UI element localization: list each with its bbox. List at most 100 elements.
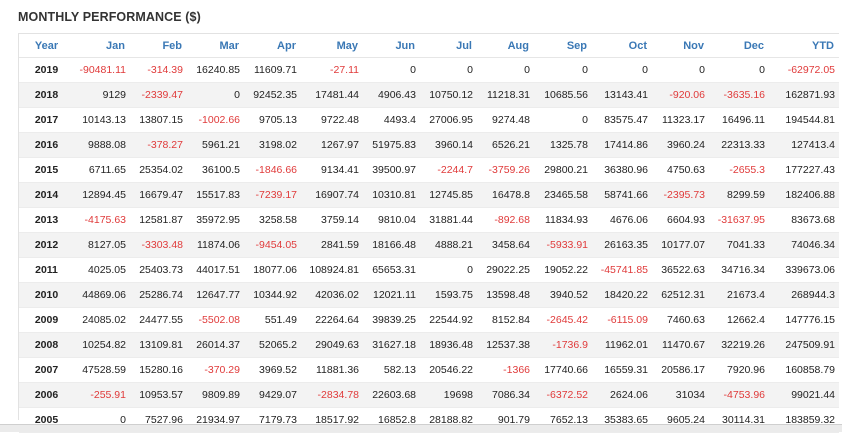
year-cell: 2019	[19, 57, 74, 83]
month-value-cell: 3969.52	[244, 357, 301, 383]
month-value-cell: -3635.16	[709, 82, 769, 108]
month-value-cell: 4493.4	[363, 107, 420, 133]
month-value-cell: 52065.2	[244, 332, 301, 358]
month-value-cell: 35972.95	[187, 207, 244, 233]
month-value-cell: 6604.93	[652, 207, 709, 233]
month-value-cell: -370.29	[187, 357, 244, 383]
column-header-jul: Jul	[420, 34, 477, 58]
month-value-cell: 24085.02	[74, 307, 130, 333]
month-value-cell: 51975.83	[363, 132, 420, 158]
month-value-cell: -5933.91	[534, 232, 592, 258]
month-value-cell: 7460.63	[652, 307, 709, 333]
month-value-cell: 10685.56	[534, 82, 592, 108]
column-header-ytd: YTD	[769, 34, 839, 58]
month-value-cell: 16907.74	[301, 182, 363, 208]
month-value-cell: 10344.92	[244, 282, 301, 308]
year-cell: 2011	[19, 257, 74, 283]
ytd-cell: 83673.68	[769, 207, 839, 233]
month-value-cell: 3458.64	[477, 232, 534, 258]
table-row: 2010 44869.06 25286.74 12647.77 10344.92 4203…	[19, 282, 839, 308]
month-value-cell: 11834.93	[534, 207, 592, 233]
month-value-cell: 8127.05	[74, 232, 130, 258]
month-value-cell: -7239.17	[244, 182, 301, 208]
ytd-cell: 162871.93	[769, 82, 839, 108]
month-value-cell: 24477.55	[130, 307, 187, 333]
month-value-cell: 29049.63	[301, 332, 363, 358]
month-value-cell: 16478.8	[477, 182, 534, 208]
month-value-cell: 15280.16	[130, 357, 187, 383]
month-value-cell: 16559.31	[592, 357, 652, 383]
month-value-cell: 3258.58	[244, 207, 301, 233]
ytd-cell: 339673.06	[769, 257, 839, 283]
month-value-cell: 18077.06	[244, 257, 301, 283]
month-value-cell: 5961.21	[187, 132, 244, 158]
month-value-cell: 20546.22	[420, 357, 477, 383]
month-value-cell: 21673.4	[709, 282, 769, 308]
page-title: MONTHLY PERFORMANCE ($)	[18, 10, 201, 24]
month-value-cell: 19052.22	[534, 257, 592, 283]
month-value-cell: -2655.3	[709, 157, 769, 183]
month-value-cell: 18166.48	[363, 232, 420, 258]
month-value-cell: 44869.06	[74, 282, 130, 308]
month-value-cell: 19698	[420, 382, 477, 408]
column-header-oct: Oct	[592, 34, 652, 58]
month-value-cell: 0	[709, 57, 769, 83]
ytd-cell: 127413.4	[769, 132, 839, 158]
month-value-cell: -90481.11	[74, 57, 130, 83]
table-row: 2016 9888.08 -378.27 5961.21 3198.02 1267.97 5…	[19, 132, 839, 158]
month-value-cell: 10750.12	[420, 82, 477, 108]
month-value-cell: 22544.92	[420, 307, 477, 333]
month-value-cell: 20586.17	[652, 357, 709, 383]
month-value-cell: 16679.47	[130, 182, 187, 208]
month-value-cell: 3960.14	[420, 132, 477, 158]
ytd-cell: 177227.43	[769, 157, 839, 183]
month-value-cell: 44017.51	[187, 257, 244, 283]
column-header-jun: Jun	[363, 34, 420, 58]
ytd-cell: 182406.88	[769, 182, 839, 208]
table-row: 2009 24085.02 24477.55 -5502.08 551.49 22264.…	[19, 307, 839, 333]
month-value-cell: 12745.85	[420, 182, 477, 208]
month-value-cell: 10177.07	[652, 232, 709, 258]
bottom-divider	[0, 424, 842, 432]
month-value-cell: -4753.96	[709, 382, 769, 408]
table-row: 2018 9129 -2339.47 0 92452.35 17481.44 4906.43…	[19, 82, 839, 108]
month-value-cell: 4025.05	[74, 257, 130, 283]
column-header-apr: Apr	[244, 34, 301, 58]
table-row: 2014 12894.45 16679.47 15517.83 -7239.17 1690…	[19, 182, 839, 208]
month-value-cell: 31881.44	[420, 207, 477, 233]
month-value-cell: 11962.01	[592, 332, 652, 358]
month-value-cell: -6115.09	[592, 307, 652, 333]
month-value-cell: 29800.21	[534, 157, 592, 183]
month-value-cell: 31034	[652, 382, 709, 408]
monthly-performance-table: Year Jan Feb Mar Apr May Jun Jul Aug Sep Oct Nov Dec…	[19, 34, 839, 433]
month-value-cell: 4888.21	[420, 232, 477, 258]
month-value-cell: -27.11	[301, 57, 363, 83]
month-value-cell: 18936.48	[420, 332, 477, 358]
month-value-cell: 4906.43	[363, 82, 420, 108]
year-cell: 2009	[19, 307, 74, 333]
month-value-cell: 582.13	[363, 357, 420, 383]
month-value-cell: 11881.36	[301, 357, 363, 383]
month-value-cell: 13598.48	[477, 282, 534, 308]
month-value-cell: 11470.67	[652, 332, 709, 358]
month-value-cell: 26163.35	[592, 232, 652, 258]
column-header-nov: Nov	[652, 34, 709, 58]
month-value-cell: -9454.05	[244, 232, 301, 258]
month-value-cell: -45741.85	[592, 257, 652, 283]
month-value-cell: -3303.48	[130, 232, 187, 258]
ytd-cell: 147776.15	[769, 307, 839, 333]
month-value-cell: 9705.13	[244, 107, 301, 133]
month-value-cell: -1846.66	[244, 157, 301, 183]
month-value-cell: 39839.25	[363, 307, 420, 333]
month-value-cell: 9809.89	[187, 382, 244, 408]
month-value-cell: 47528.59	[74, 357, 130, 383]
month-value-cell: -378.27	[130, 132, 187, 158]
month-value-cell: -255.91	[74, 382, 130, 408]
month-value-cell: 2841.59	[301, 232, 363, 258]
month-value-cell: 9134.41	[301, 157, 363, 183]
month-value-cell: -2339.47	[130, 82, 187, 108]
year-cell: 2010	[19, 282, 74, 308]
column-header-year: Year	[19, 34, 74, 58]
month-value-cell: 1593.75	[420, 282, 477, 308]
month-value-cell: 17481.44	[301, 82, 363, 108]
